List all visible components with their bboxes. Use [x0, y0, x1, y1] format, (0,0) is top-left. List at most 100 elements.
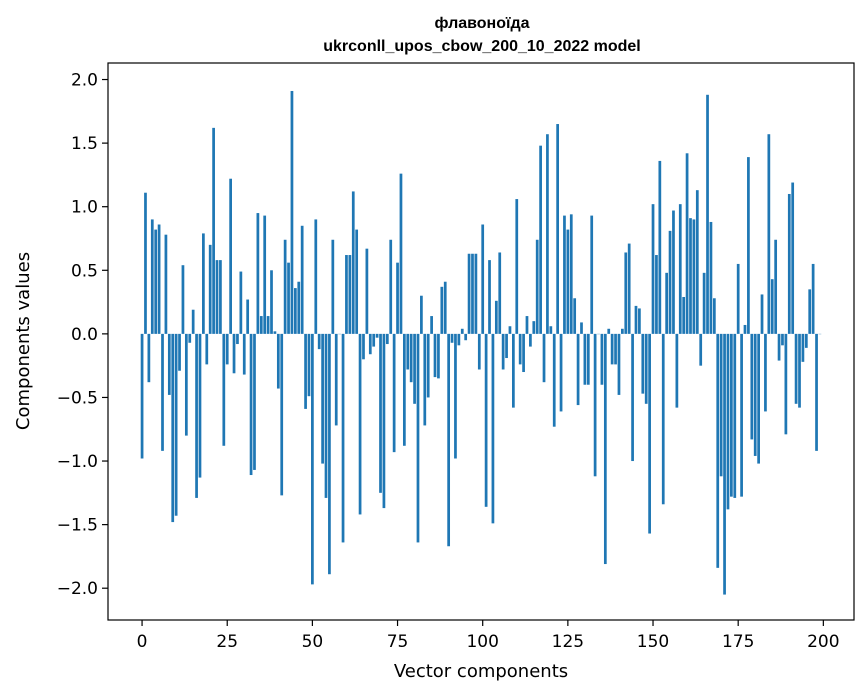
bar-139	[614, 333, 617, 365]
bar-31	[246, 299, 250, 334]
bar-8	[167, 333, 171, 395]
bar-33	[253, 333, 256, 470]
bar-181	[757, 333, 760, 464]
bar-198	[815, 333, 818, 451]
bar-144	[631, 333, 634, 462]
bar-82	[420, 295, 423, 334]
bar-182	[760, 294, 764, 334]
bar-159	[682, 296, 686, 334]
x-tick-label: 175	[722, 632, 754, 652]
bar-147	[641, 333, 645, 394]
bar-191	[791, 182, 795, 334]
y-tick-label: 0.0	[71, 325, 98, 345]
bar-168	[712, 298, 716, 334]
bar-123	[559, 333, 563, 412]
bar-76	[399, 173, 403, 334]
bar-186	[774, 239, 778, 334]
bar-50	[311, 333, 314, 585]
y-tick-label: −1.5	[57, 516, 98, 536]
bar-48	[304, 333, 307, 409]
bar-4	[154, 229, 158, 334]
bar-17	[198, 333, 202, 478]
bar-27	[232, 333, 236, 374]
bar-154	[665, 272, 669, 334]
bar-6	[161, 333, 164, 451]
bar-54	[324, 333, 328, 498]
bar-30	[242, 333, 246, 375]
bar-66	[365, 248, 369, 334]
bar-21	[212, 127, 215, 334]
y-axis-ticks: −2.0 −1.5 −1.0 −0.5 0.0 0.5 1.0 1.5 2.0	[57, 71, 108, 599]
bar-120	[549, 326, 553, 334]
bar-150	[651, 204, 655, 334]
bar-47	[300, 225, 304, 334]
bar-194	[801, 333, 805, 362]
bar-142	[624, 252, 628, 334]
bar-69	[375, 333, 379, 338]
bar-68	[372, 333, 376, 347]
bar-90	[447, 333, 451, 547]
bar-88	[440, 286, 444, 334]
bar-113	[525, 316, 529, 334]
bar-189	[784, 333, 788, 435]
bar-192	[794, 333, 798, 404]
bar-22	[215, 260, 219, 334]
bar-177	[743, 324, 747, 334]
x-tick-label: 50	[302, 632, 324, 652]
bar-89	[443, 281, 447, 334]
bar-111	[518, 333, 522, 365]
bar-16	[195, 333, 198, 498]
bar-28	[236, 333, 239, 345]
bar-72	[385, 333, 389, 345]
bar-55	[328, 333, 331, 575]
bar-94	[460, 328, 464, 334]
bar-79	[409, 333, 413, 383]
bar-165	[702, 272, 706, 334]
bar-176	[740, 333, 743, 497]
bar-25	[225, 333, 229, 365]
bar-29	[239, 271, 243, 334]
bar-135	[600, 333, 604, 385]
chart-title-line1: флавоноїда	[434, 15, 529, 32]
bar-114	[529, 333, 532, 347]
bar-43	[287, 262, 290, 334]
bar-78	[406, 333, 410, 370]
bar-106	[501, 333, 505, 370]
x-tick-label: 75	[387, 632, 409, 652]
bar-40	[276, 333, 280, 389]
bar-158	[678, 204, 682, 334]
bar-140	[617, 333, 621, 395]
bar-49	[307, 333, 311, 397]
bar-163	[695, 190, 699, 334]
y-tick-label: −1.0	[57, 452, 98, 472]
bar-103	[491, 333, 495, 524]
bar-3	[150, 219, 154, 334]
bar-162	[692, 219, 696, 334]
bar-153	[661, 333, 665, 505]
bar-179	[750, 333, 754, 440]
bar-127	[573, 298, 577, 334]
bar-15	[191, 309, 195, 334]
bar-160	[685, 153, 689, 334]
bar-14	[188, 333, 192, 343]
bar-125	[566, 229, 570, 334]
bar-104	[494, 300, 498, 334]
y-tick-label: −2.0	[57, 579, 98, 599]
bar-11	[178, 333, 181, 371]
bar-24	[222, 333, 226, 446]
bar-128	[576, 333, 580, 406]
bar-45	[293, 288, 297, 334]
bar-121	[552, 333, 556, 427]
bar-75	[396, 262, 399, 334]
bar-141	[621, 328, 624, 334]
bar-178	[747, 157, 750, 334]
bar-169	[716, 333, 720, 568]
bar-133	[593, 333, 597, 477]
bar-184	[767, 134, 771, 334]
bar-73	[389, 239, 393, 334]
bar-35	[259, 316, 263, 334]
bar-174	[733, 333, 737, 498]
bar-149	[648, 333, 651, 534]
bar-60	[345, 255, 348, 334]
bar-117	[539, 145, 542, 334]
